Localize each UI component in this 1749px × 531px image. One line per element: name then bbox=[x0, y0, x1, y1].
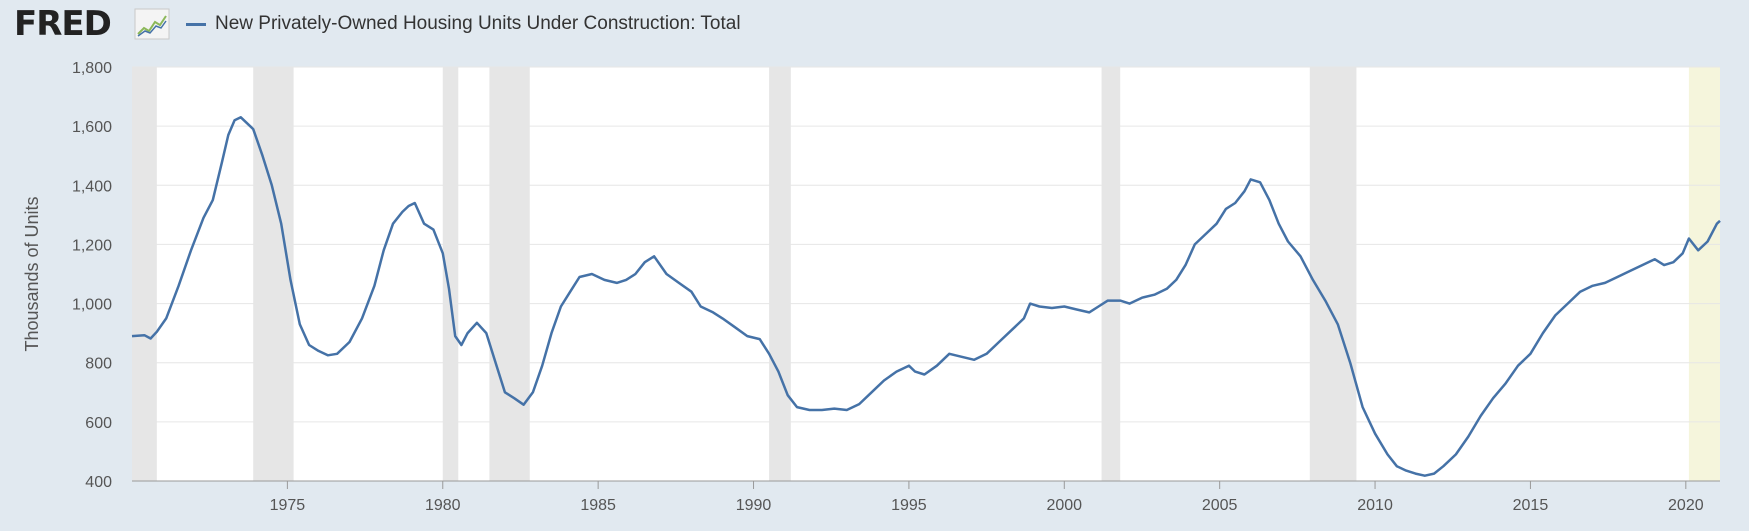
y-tick-label-1200: 1,200 bbox=[72, 237, 112, 254]
y-tick-label-1600: 1,600 bbox=[72, 119, 112, 136]
x-tick-label-2015: 2015 bbox=[1513, 497, 1549, 514]
series-line-0[interactable] bbox=[131, 116, 1721, 477]
y-tick-label-400: 400 bbox=[85, 474, 112, 491]
recession-band-3 bbox=[489, 67, 530, 481]
x-tick-label-1995: 1995 bbox=[891, 497, 927, 514]
highlight-band-0 bbox=[1688, 67, 1720, 481]
plot-area bbox=[132, 67, 1720, 481]
recession-band-1 bbox=[253, 67, 294, 481]
x-tick-label-1990: 1990 bbox=[736, 497, 772, 514]
legend: New Privately-Owned Housing Units Under … bbox=[186, 12, 741, 36]
x-tick-label-1975: 1975 bbox=[270, 497, 306, 514]
legend-label: New Privately-Owned Housing Units Under … bbox=[215, 13, 741, 34]
fred-logo[interactable]: FRED bbox=[14, 4, 112, 44]
y-tick-label-1400: 1,400 bbox=[72, 178, 112, 195]
legend-swatch bbox=[186, 22, 206, 26]
recession-band-0 bbox=[132, 67, 157, 481]
x-tick-label-1985: 1985 bbox=[580, 497, 616, 514]
recession-band-5 bbox=[1101, 67, 1121, 481]
x-tick-label-2005: 2005 bbox=[1202, 497, 1238, 514]
y-tick-label-1800: 1,800 bbox=[72, 60, 112, 77]
y-tick-label-800: 800 bbox=[85, 356, 112, 373]
x-tick-label-2020: 2020 bbox=[1668, 497, 1704, 514]
header: FRED New Privately-Owned Housing Units U… bbox=[0, 0, 1749, 50]
x-tick-label-2010: 2010 bbox=[1357, 497, 1393, 514]
y-tick-label-1000: 1,000 bbox=[72, 297, 112, 314]
y-axis-title: Thousands of Units bbox=[22, 196, 42, 351]
x-tick-label-1980: 1980 bbox=[425, 497, 461, 514]
recession-band-4 bbox=[769, 67, 791, 481]
recession-band-2 bbox=[442, 67, 459, 481]
y-tick-label-600: 600 bbox=[85, 415, 112, 432]
fred-graph-icon bbox=[134, 8, 170, 40]
recession-band-6 bbox=[1309, 67, 1357, 481]
x-tick-label-2000: 2000 bbox=[1046, 497, 1082, 514]
